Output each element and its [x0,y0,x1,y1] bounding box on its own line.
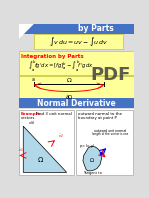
Text: Tangent to: Tangent to [83,171,102,175]
Text: vectors: vectors [21,116,35,120]
Text: $p=(x,y)$: $p=(x,y)$ [79,142,96,150]
FancyBboxPatch shape [19,24,134,34]
Text: $\hat{n}_1$: $\hat{n}_1$ [18,147,24,154]
FancyBboxPatch shape [76,110,133,175]
Text: $\Omega$: $\Omega$ [37,155,44,164]
Text: outward unit normal: outward unit normal [94,129,126,133]
Text: $\Omega$: $\Omega$ [66,76,72,84]
FancyBboxPatch shape [19,98,134,109]
Text: $\hat{n}_2$: $\hat{n}_2$ [58,132,64,140]
Text: Find 3 unit normal: Find 3 unit normal [37,112,72,116]
Text: $\int v\,du = uv - \int u\,dv$: $\int v\,du = uv - \int u\,dv$ [49,35,108,48]
FancyBboxPatch shape [19,110,74,175]
Text: by Parts: by Parts [78,24,114,33]
Text: $\Omega$: $\Omega$ [89,156,95,164]
Polygon shape [83,146,102,171]
Text: $x(t)$: $x(t)$ [28,119,36,126]
Text: Normal Derivative: Normal Derivative [37,99,115,108]
Text: Integration by Parts: Integration by Parts [21,54,84,59]
FancyBboxPatch shape [34,34,123,49]
FancyBboxPatch shape [19,109,134,176]
Text: outward normal to the: outward normal to the [77,112,122,116]
Polygon shape [23,126,67,172]
Text: a: a [32,77,35,83]
Text: Example:: Example: [21,112,43,116]
Text: boundary at point P: boundary at point P [77,116,116,120]
Text: $\int_a^b\! fg^{\prime}dx = [fg]_a^b - \int_a^b\! f^{\prime}g\,dx$: $\int_a^b\! fg^{\prime}dx = [fg]_a^b - \… [28,59,94,74]
Polygon shape [19,24,34,39]
FancyBboxPatch shape [19,51,134,75]
Text: PDF: PDF [91,66,131,84]
Text: length of the vector is one: length of the vector is one [92,132,128,136]
Text: $\partial\Omega$: $\partial\Omega$ [65,92,73,101]
FancyBboxPatch shape [19,76,134,98]
